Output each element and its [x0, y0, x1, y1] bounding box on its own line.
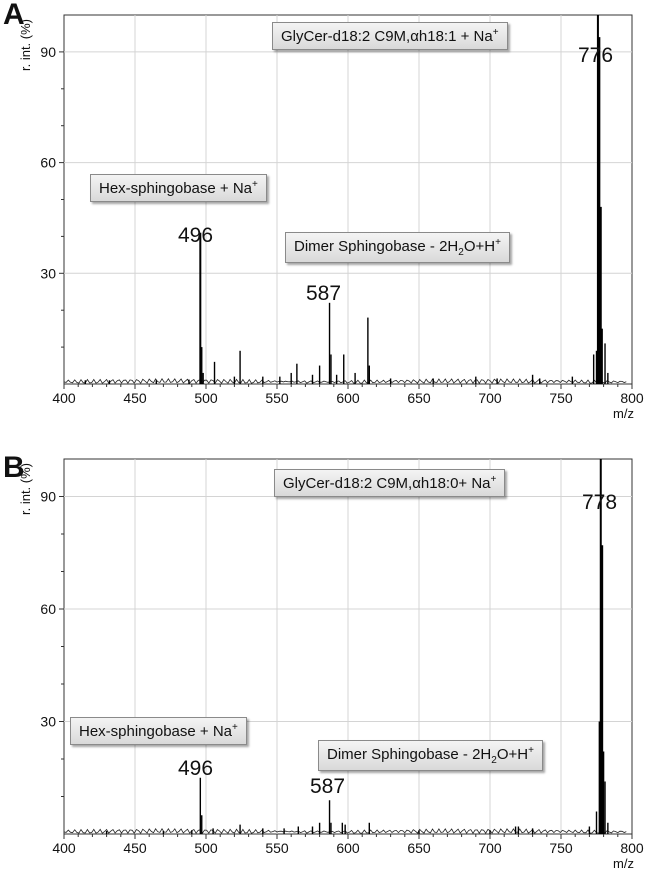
annotation-hex-sphingobase-a-charge: +: [252, 179, 258, 190]
x-tick-label: 750: [549, 840, 573, 856]
annotation-dimer-sphingobase-b: Dimer Sphingobase - 2H2O+H+: [318, 740, 543, 771]
peak-label-778: 778: [582, 491, 618, 514]
annotation-dimer-sphingobase-a: Dimer Sphingobase - 2H2O+H+: [285, 232, 510, 263]
annotation-dimer-b-pre: Dimer Sphingobase - 2H: [327, 746, 492, 763]
spectrum-panel-b: 400 450 500 550 600 650 700 750 800 30 60 90 r. int.…: [0, 437, 647, 874]
y-axis-label: r. int. (%): [18, 463, 33, 515]
annotation-precursor-b: GlyCer-d18:2 C9M,αh18:0+ Na+: [274, 469, 506, 497]
y-tick-label: 90: [40, 44, 56, 60]
annotation-precursor-b-text: GlyCer-d18:2 C9M,αh18:0+ Na: [283, 475, 491, 492]
x-tick-label: 550: [265, 390, 289, 406]
annotation-hex-sphingobase-b-charge: +: [232, 722, 238, 733]
x-tick-label: 700: [478, 840, 502, 856]
y-tick-label: 60: [40, 601, 56, 617]
y-tick-label: 30: [40, 714, 56, 730]
peak-label-496-a: 496: [178, 224, 214, 247]
y-tick-label: 60: [40, 155, 56, 171]
peak-label-587-a: 587: [306, 282, 342, 305]
x-tick-label: 800: [620, 390, 644, 406]
y-tick-label: 90: [40, 489, 56, 505]
annotation-precursor-a-text: GlyCer-d18:2 C9M,αh18:1 + Na: [281, 28, 493, 45]
annotation-dimer-b-charge: +: [528, 745, 534, 756]
x-tick-label: 500: [194, 840, 218, 856]
x-axis-label: m/z: [613, 856, 634, 871]
x-tick-label: 450: [123, 390, 147, 406]
spectrum-chart-b: 400 450 500 550 600 650 700 750 800 30 60 90 r. int.…: [18, 458, 644, 871]
x-tick-label: 400: [52, 390, 76, 406]
annotation-hex-sphingobase-a-text: Hex-sphingobase + Na: [99, 180, 253, 197]
panel-label-b: B: [3, 451, 25, 484]
x-tick-label: 400: [52, 840, 76, 856]
spectrum-panel-a: 400 450 500 550 600 650 700 750 800 30 60 90 r. int.…: [3, 0, 644, 421]
annotation-hex-sphingobase-b-text: Hex-sphingobase + Na: [79, 723, 233, 740]
annotation-precursor-a-charge: +: [492, 27, 499, 38]
x-axis-label: m/z: [613, 406, 634, 421]
x-tick-label: 450: [123, 840, 147, 856]
x-tick-label: 650: [407, 840, 431, 856]
x-tick-label: 600: [336, 840, 360, 856]
panel-label-a: A: [3, 0, 25, 31]
peak-label-496-b: 496: [178, 757, 214, 780]
peak-label-776: 776: [578, 44, 614, 67]
x-tick-label: 550: [265, 840, 289, 856]
y-axis-label: r. int. (%): [18, 19, 33, 71]
x-tick-label: 750: [549, 390, 573, 406]
x-tick-label: 800: [620, 840, 644, 856]
x-tick-label: 700: [478, 390, 502, 406]
spectrum-chart-a: 400 450 500 550 600 650 700 750 800 30 60 90 r. int.…: [18, 14, 644, 421]
x-tick-label: 650: [407, 390, 431, 406]
annotation-dimer-a-pre: Dimer Sphingobase - 2H: [294, 238, 459, 255]
y-tick-label: 30: [40, 265, 56, 281]
x-tick-label: 600: [336, 390, 360, 406]
annotation-dimer-a-post: O+H: [463, 238, 496, 255]
annotation-dimer-a-sub: 2: [458, 247, 464, 258]
peak-label-587-b: 587: [310, 775, 346, 798]
x-tick-label: 500: [194, 390, 218, 406]
annotation-dimer-a-charge: +: [495, 237, 501, 248]
annotation-hex-sphingobase-b: Hex-sphingobase + Na+: [70, 717, 247, 745]
annotation-dimer-b-sub: 2: [491, 755, 497, 766]
annotation-precursor-b-charge: +: [490, 474, 497, 485]
annotation-hex-sphingobase-a: Hex-sphingobase + Na+: [90, 174, 267, 202]
annotation-precursor-a: GlyCer-d18:2 C9M,αh18:1 + Na+: [272, 22, 508, 50]
annotation-dimer-b-post: O+H: [496, 746, 529, 763]
